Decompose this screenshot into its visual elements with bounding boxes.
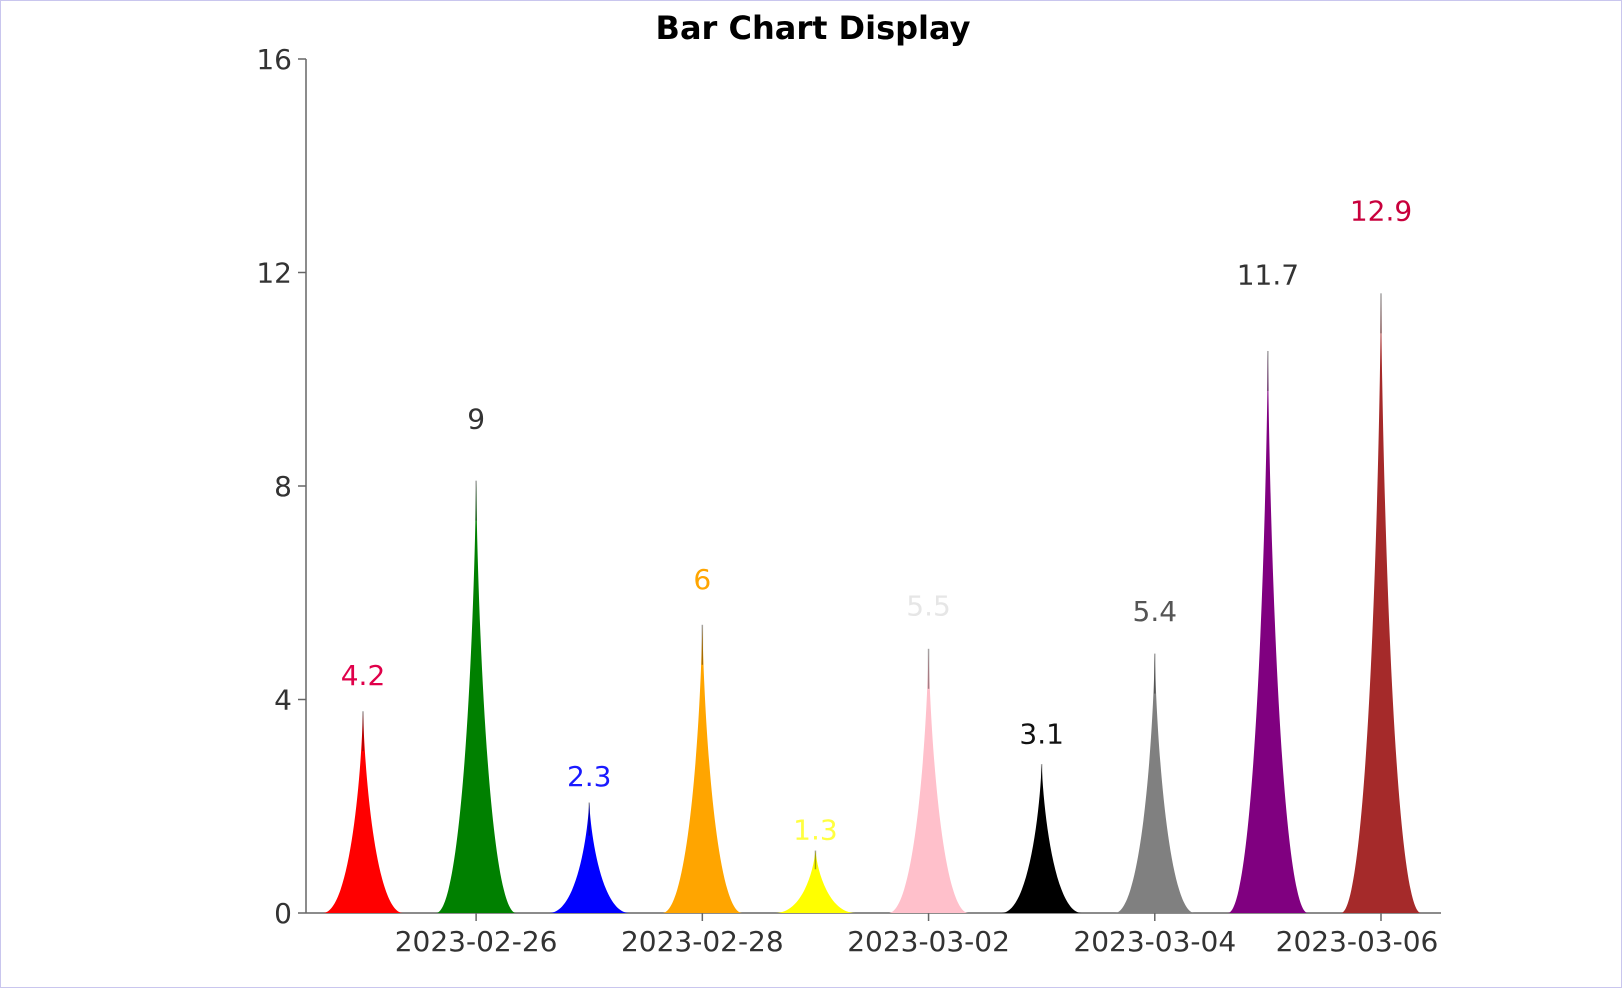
bar-2023-02-25 [323, 711, 403, 913]
data-label: 5.4 [1133, 595, 1178, 628]
x-axis: 2023-02-26 2023-02-28 2023-03-02 2023-03-04… [306, 912, 1441, 958]
x-tick-label: 2023-03-06 [1276, 925, 1439, 958]
y-tick-label: 12 [256, 257, 292, 290]
bars-group [323, 293, 1421, 913]
bar-2023-03-03 [1001, 764, 1082, 913]
y-tick-label: 4 [274, 684, 292, 717]
data-labels-group: 4.2 9 2.3 6 1.3 5.5 3.1 5.4 11.7 12.9 [341, 194, 1412, 846]
y-tick-label: 0 [274, 897, 292, 930]
x-tick-label: 2023-02-26 [395, 925, 558, 958]
bar-2023-02-28 [662, 624, 743, 913]
data-label: 3.1 [1019, 718, 1064, 751]
bar-2023-03-06 [1341, 293, 1421, 913]
bar-2023-03-05 [1227, 350, 1308, 913]
y-tick-label: 16 [256, 43, 292, 76]
data-label: 11.7 [1237, 259, 1299, 292]
y-axis: 0 4 8 12 16 [256, 43, 307, 930]
bar-2023-02-26 [436, 480, 517, 913]
x-tick-label: 2023-02-28 [621, 925, 784, 958]
data-label: 5.5 [906, 589, 951, 622]
data-label: 9 [467, 403, 485, 436]
data-label: 12.9 [1350, 194, 1412, 227]
chart-title: Bar Chart Display [656, 9, 971, 47]
data-label: 6 [693, 563, 711, 596]
bar-2023-03-04 [1114, 653, 1195, 913]
data-label: 1.3 [793, 814, 838, 847]
bar-2023-02-27 [549, 802, 630, 913]
x-tick-label: 2023-03-04 [1073, 925, 1236, 958]
data-label: 4.2 [341, 659, 386, 692]
x-tick-label: 2023-03-02 [847, 925, 1010, 958]
bar-2023-03-01 [775, 850, 856, 913]
y-tick-label: 8 [274, 470, 292, 503]
data-label: 2.3 [567, 760, 612, 793]
bar-2023-03-02 [888, 648, 969, 913]
